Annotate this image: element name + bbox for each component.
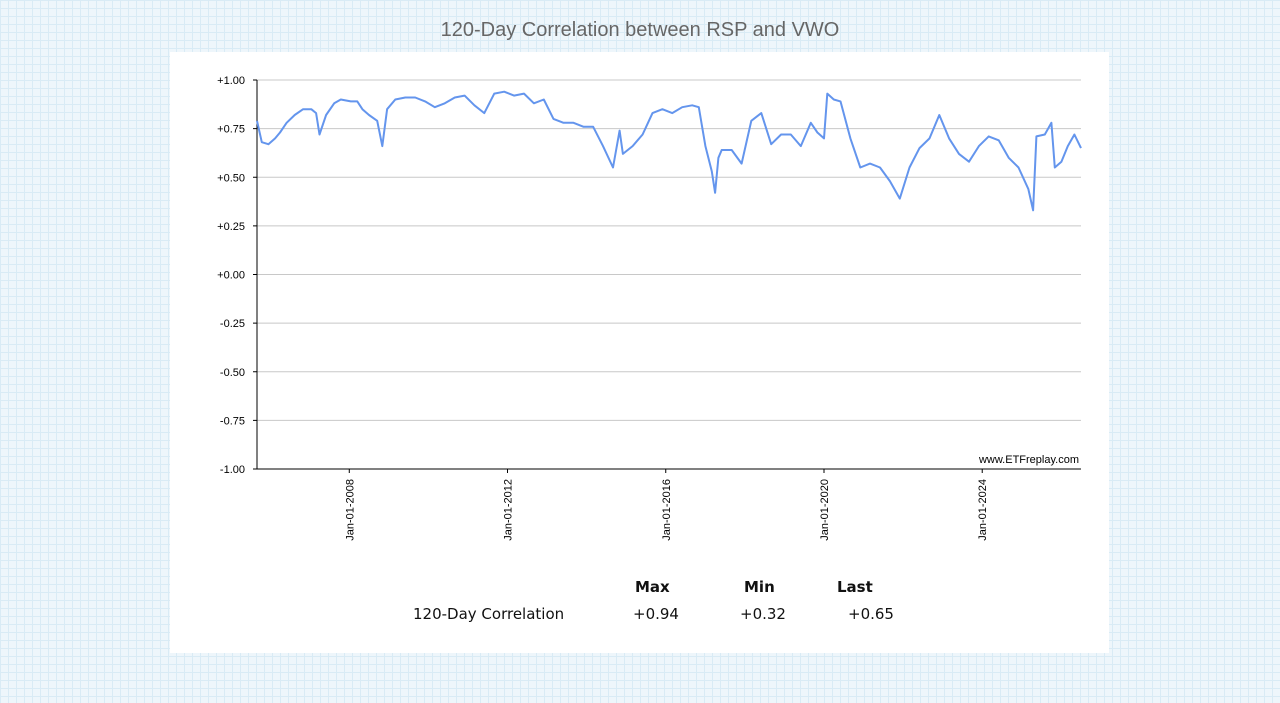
y-tick-label: -0.75 bbox=[220, 415, 245, 427]
y-tick-labels: +1.00 +0.75 +0.50 +0.25 +0.00 -0.25 -0.50 -0.75… bbox=[217, 75, 245, 476]
y-tick-label: +0.50 bbox=[217, 172, 245, 184]
y-tick-label: -1.00 bbox=[220, 464, 245, 476]
y-tick-label: +0.00 bbox=[217, 270, 245, 282]
y-tick-label: -0.50 bbox=[220, 367, 245, 379]
x-tick-label: Jan-01-2012 bbox=[503, 479, 515, 541]
y-tick-label: +0.25 bbox=[217, 221, 245, 233]
chart-panel: +1.00 +0.75 +0.50 +0.25 +0.00 -0.25 -0.50 -0.75… bbox=[170, 52, 1109, 653]
y-tick-label: -0.25 bbox=[220, 318, 245, 330]
correlation-chart: +1.00 +0.75 +0.50 +0.25 +0.00 -0.25 -0.50 -0.75… bbox=[217, 75, 1082, 541]
correlation-series-line bbox=[256, 90, 1082, 212]
watermark-text: www.ETFreplay.com bbox=[978, 454, 1079, 466]
series-lines bbox=[256, 90, 1082, 212]
y-tick-label: +1.00 bbox=[217, 75, 245, 87]
x-tick-labels: Jan-01-2008 Jan-01-2012 Jan-01-2016 Jan-01-… bbox=[344, 479, 989, 541]
y-tick-label: +0.75 bbox=[217, 124, 245, 136]
x-tick-label: Jan-01-2020 bbox=[819, 479, 831, 541]
x-tick-label: Jan-01-2016 bbox=[661, 479, 673, 541]
axes bbox=[253, 79, 1081, 473]
chart-title: 120-Day Correlation between RSP and VWO bbox=[440, 19, 840, 41]
x-tick-label: Jan-01-2024 bbox=[977, 479, 989, 541]
x-tick-label: Jan-01-2008 bbox=[344, 479, 356, 541]
